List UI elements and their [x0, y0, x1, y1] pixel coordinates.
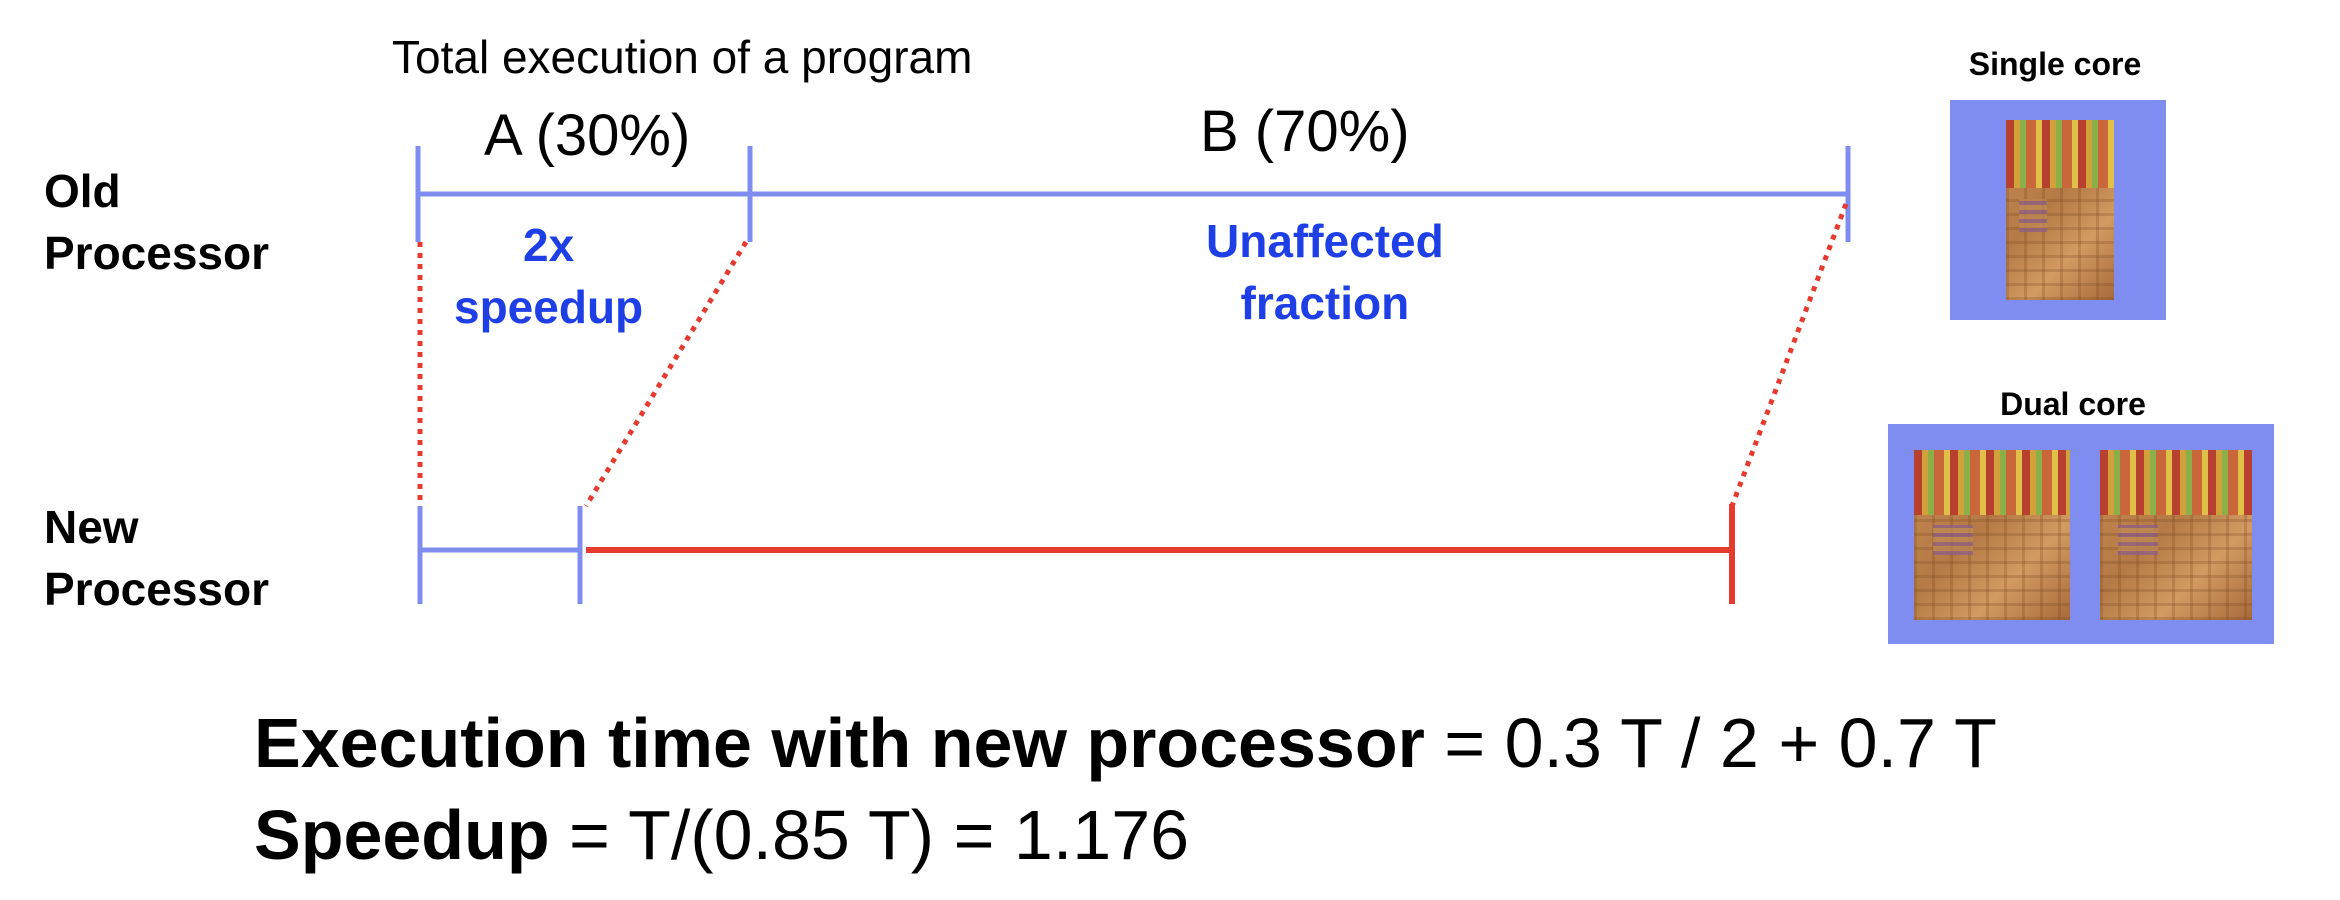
execution-time-term: Execution time with new processor — [254, 704, 1425, 782]
unaffected-fraction-note: Unaffected fraction — [1206, 215, 1444, 329]
segment-b-label: B (70%) — [1200, 99, 1410, 164]
single-core-die — [2006, 120, 2114, 300]
single-core-label: Single core — [1968, 46, 2142, 82]
segment-a-label: A (30%) — [484, 103, 691, 168]
dual-core-label: Dual core — [2000, 386, 2146, 422]
dual-core-die-left — [1914, 450, 2070, 620]
speedup-note: 2x speedup — [454, 219, 644, 333]
program-title: Total execution of a program — [392, 31, 973, 83]
projection-b-end — [1729, 203, 1849, 507]
speedup-formula: Speedup = T/(0.85 T) = 1.176 — [254, 794, 1189, 876]
dual-core-die-right — [2100, 450, 2252, 620]
speedup-expression: = T/(0.85 T) = 1.176 — [549, 796, 1190, 874]
speedup-term: Speedup — [254, 796, 550, 874]
execution-time-formula: Execution time with new processor = 0.3 … — [254, 702, 1997, 784]
new-processor-label: New Processor — [44, 501, 270, 615]
execution-time-expression: = 0.3 T / 2 + 0.7 T — [1424, 704, 1997, 782]
dual-core-chip-image — [1888, 424, 2274, 644]
old-processor-label: Old Processor — [44, 165, 270, 279]
projection-a-end — [583, 240, 749, 508]
single-core-chip-image — [1950, 100, 2166, 320]
